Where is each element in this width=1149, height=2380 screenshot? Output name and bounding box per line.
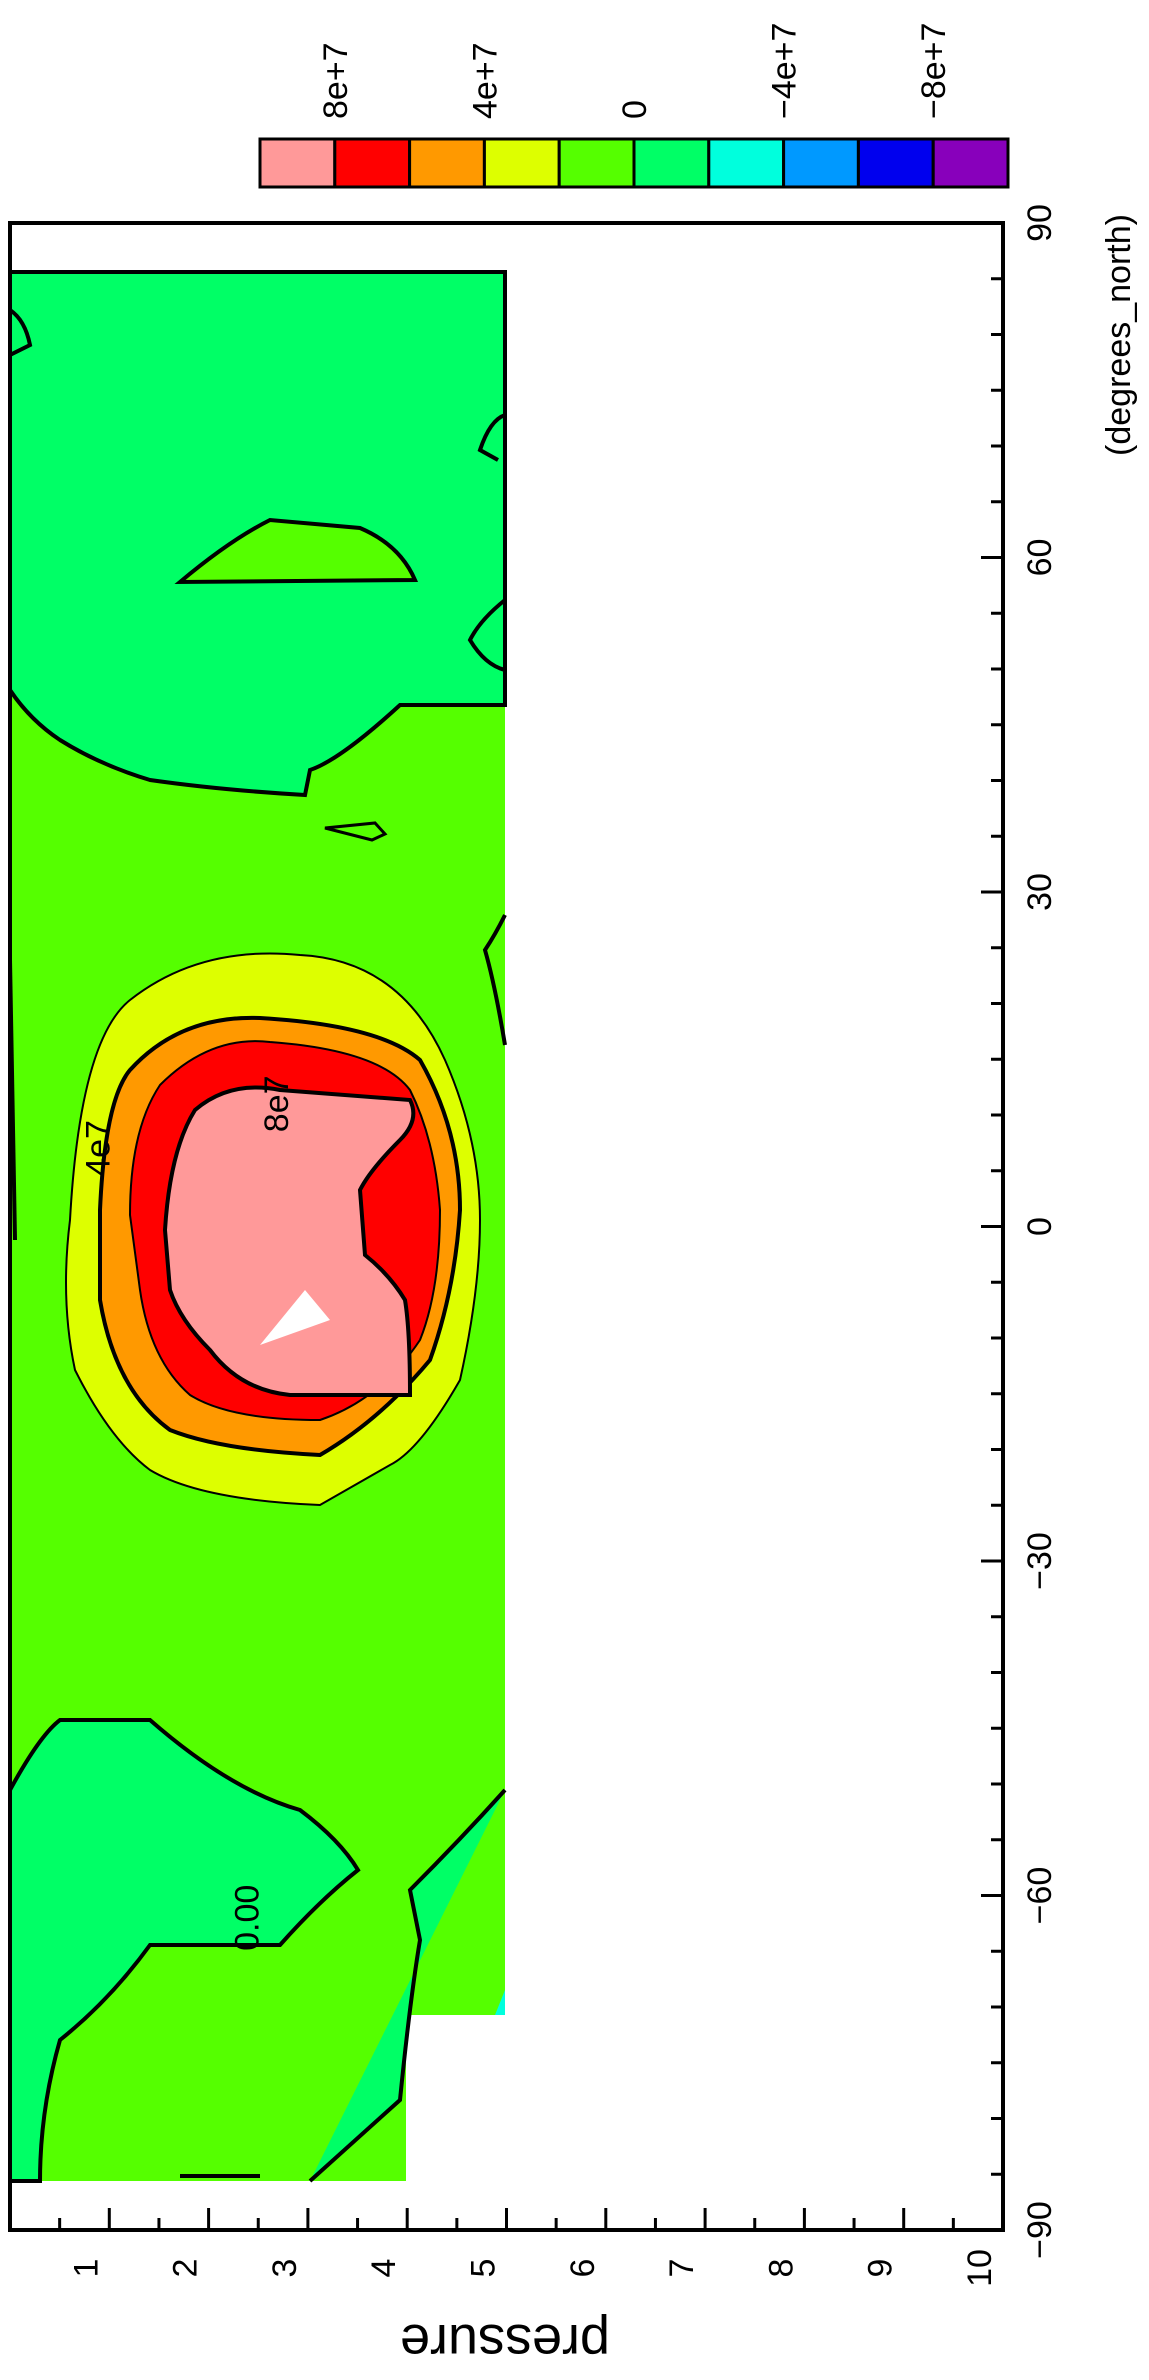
contour-field xyxy=(10,270,507,2183)
top-edge-contour-2 xyxy=(10,308,33,357)
northern-edge-contour-3 xyxy=(482,914,507,1046)
colorbar-swatch xyxy=(931,137,1010,189)
colorbar-swatch xyxy=(782,137,860,189)
pressure-tick-label: 7 xyxy=(663,2259,701,2278)
pressure-axis-title: pressure xyxy=(400,2313,610,2373)
pressure-tick-label: 10 xyxy=(961,2249,999,2287)
latitude-tick-label: −60 xyxy=(1021,1867,1059,1925)
contour-label: 0.00 xyxy=(228,1885,266,1951)
colorbar-swatch xyxy=(557,137,636,189)
colorbar-swatch xyxy=(632,137,711,189)
colorbar-swatch xyxy=(707,137,786,189)
colorbar xyxy=(258,137,1010,189)
pressure-tick-label: 2 xyxy=(167,2259,205,2278)
latitude-axis-title: (degrees_north) xyxy=(1100,214,1138,456)
latitude-tick-label: 0 xyxy=(1021,1217,1059,1236)
latitude-tick-label: 60 xyxy=(1021,539,1059,577)
contour-labels: 0.00 4e7 8e7 xyxy=(79,1075,296,1950)
missing-data-region xyxy=(406,2015,505,2181)
latitude-tick-label: 90 xyxy=(1021,204,1059,242)
northern-island-1 xyxy=(174,517,419,585)
colorbar-swatch xyxy=(408,137,486,189)
colorbar-swatch xyxy=(482,137,561,189)
pressure-tick-label: 6 xyxy=(564,2259,602,2278)
tropical-band-8e7 xyxy=(162,1085,416,1397)
northern-edge-contour xyxy=(477,413,506,462)
tropical-hole xyxy=(260,1290,330,1345)
latitude-tick-label: −30 xyxy=(1021,1532,1059,1590)
colorbar-swatch xyxy=(856,137,935,189)
colorbar-label: −4e+7 xyxy=(766,23,804,119)
pressure-axis: 1 2 3 4 5 6 7 8 9 10 xyxy=(8,2208,1005,2287)
latitude-tick-label: −90 xyxy=(1021,2201,1059,2259)
southern-cell xyxy=(10,1718,361,2183)
contour-label: 4e7 xyxy=(79,1120,117,1177)
colorbar-labels: 8e+7 4e+7 0 −4e+7 −8e+7 xyxy=(317,23,953,119)
colorbar-label: 4e+7 xyxy=(466,42,504,119)
negative-patch xyxy=(495,1990,505,2015)
southern-lower-contour xyxy=(308,1788,507,2183)
colorbar-label: 8e+7 xyxy=(317,42,355,119)
pressure-tick-label: 4 xyxy=(365,2259,403,2278)
northern-island-2 xyxy=(324,821,388,842)
northern-edge-contour-2 xyxy=(467,598,507,672)
pressure-tick-label: 5 xyxy=(465,2259,503,2278)
pressure-tick-label: 9 xyxy=(862,2259,900,2278)
pressure-tick-label: 1 xyxy=(67,2259,105,2278)
pressure-tick-label: 3 xyxy=(266,2259,304,2278)
colorbar-label: −8e+7 xyxy=(915,23,953,119)
contour-label: 8e7 xyxy=(258,1075,296,1132)
colorbar-label: 0 xyxy=(616,100,654,119)
latitude-axis: −90 −60 −30 0 30 60 90 xyxy=(981,204,1059,2259)
colorbar-swatch xyxy=(258,137,337,189)
latitude-tick-label: 30 xyxy=(1021,873,1059,911)
pressure-tick-label: 8 xyxy=(762,2259,800,2278)
colorbar-swatch xyxy=(333,137,412,189)
